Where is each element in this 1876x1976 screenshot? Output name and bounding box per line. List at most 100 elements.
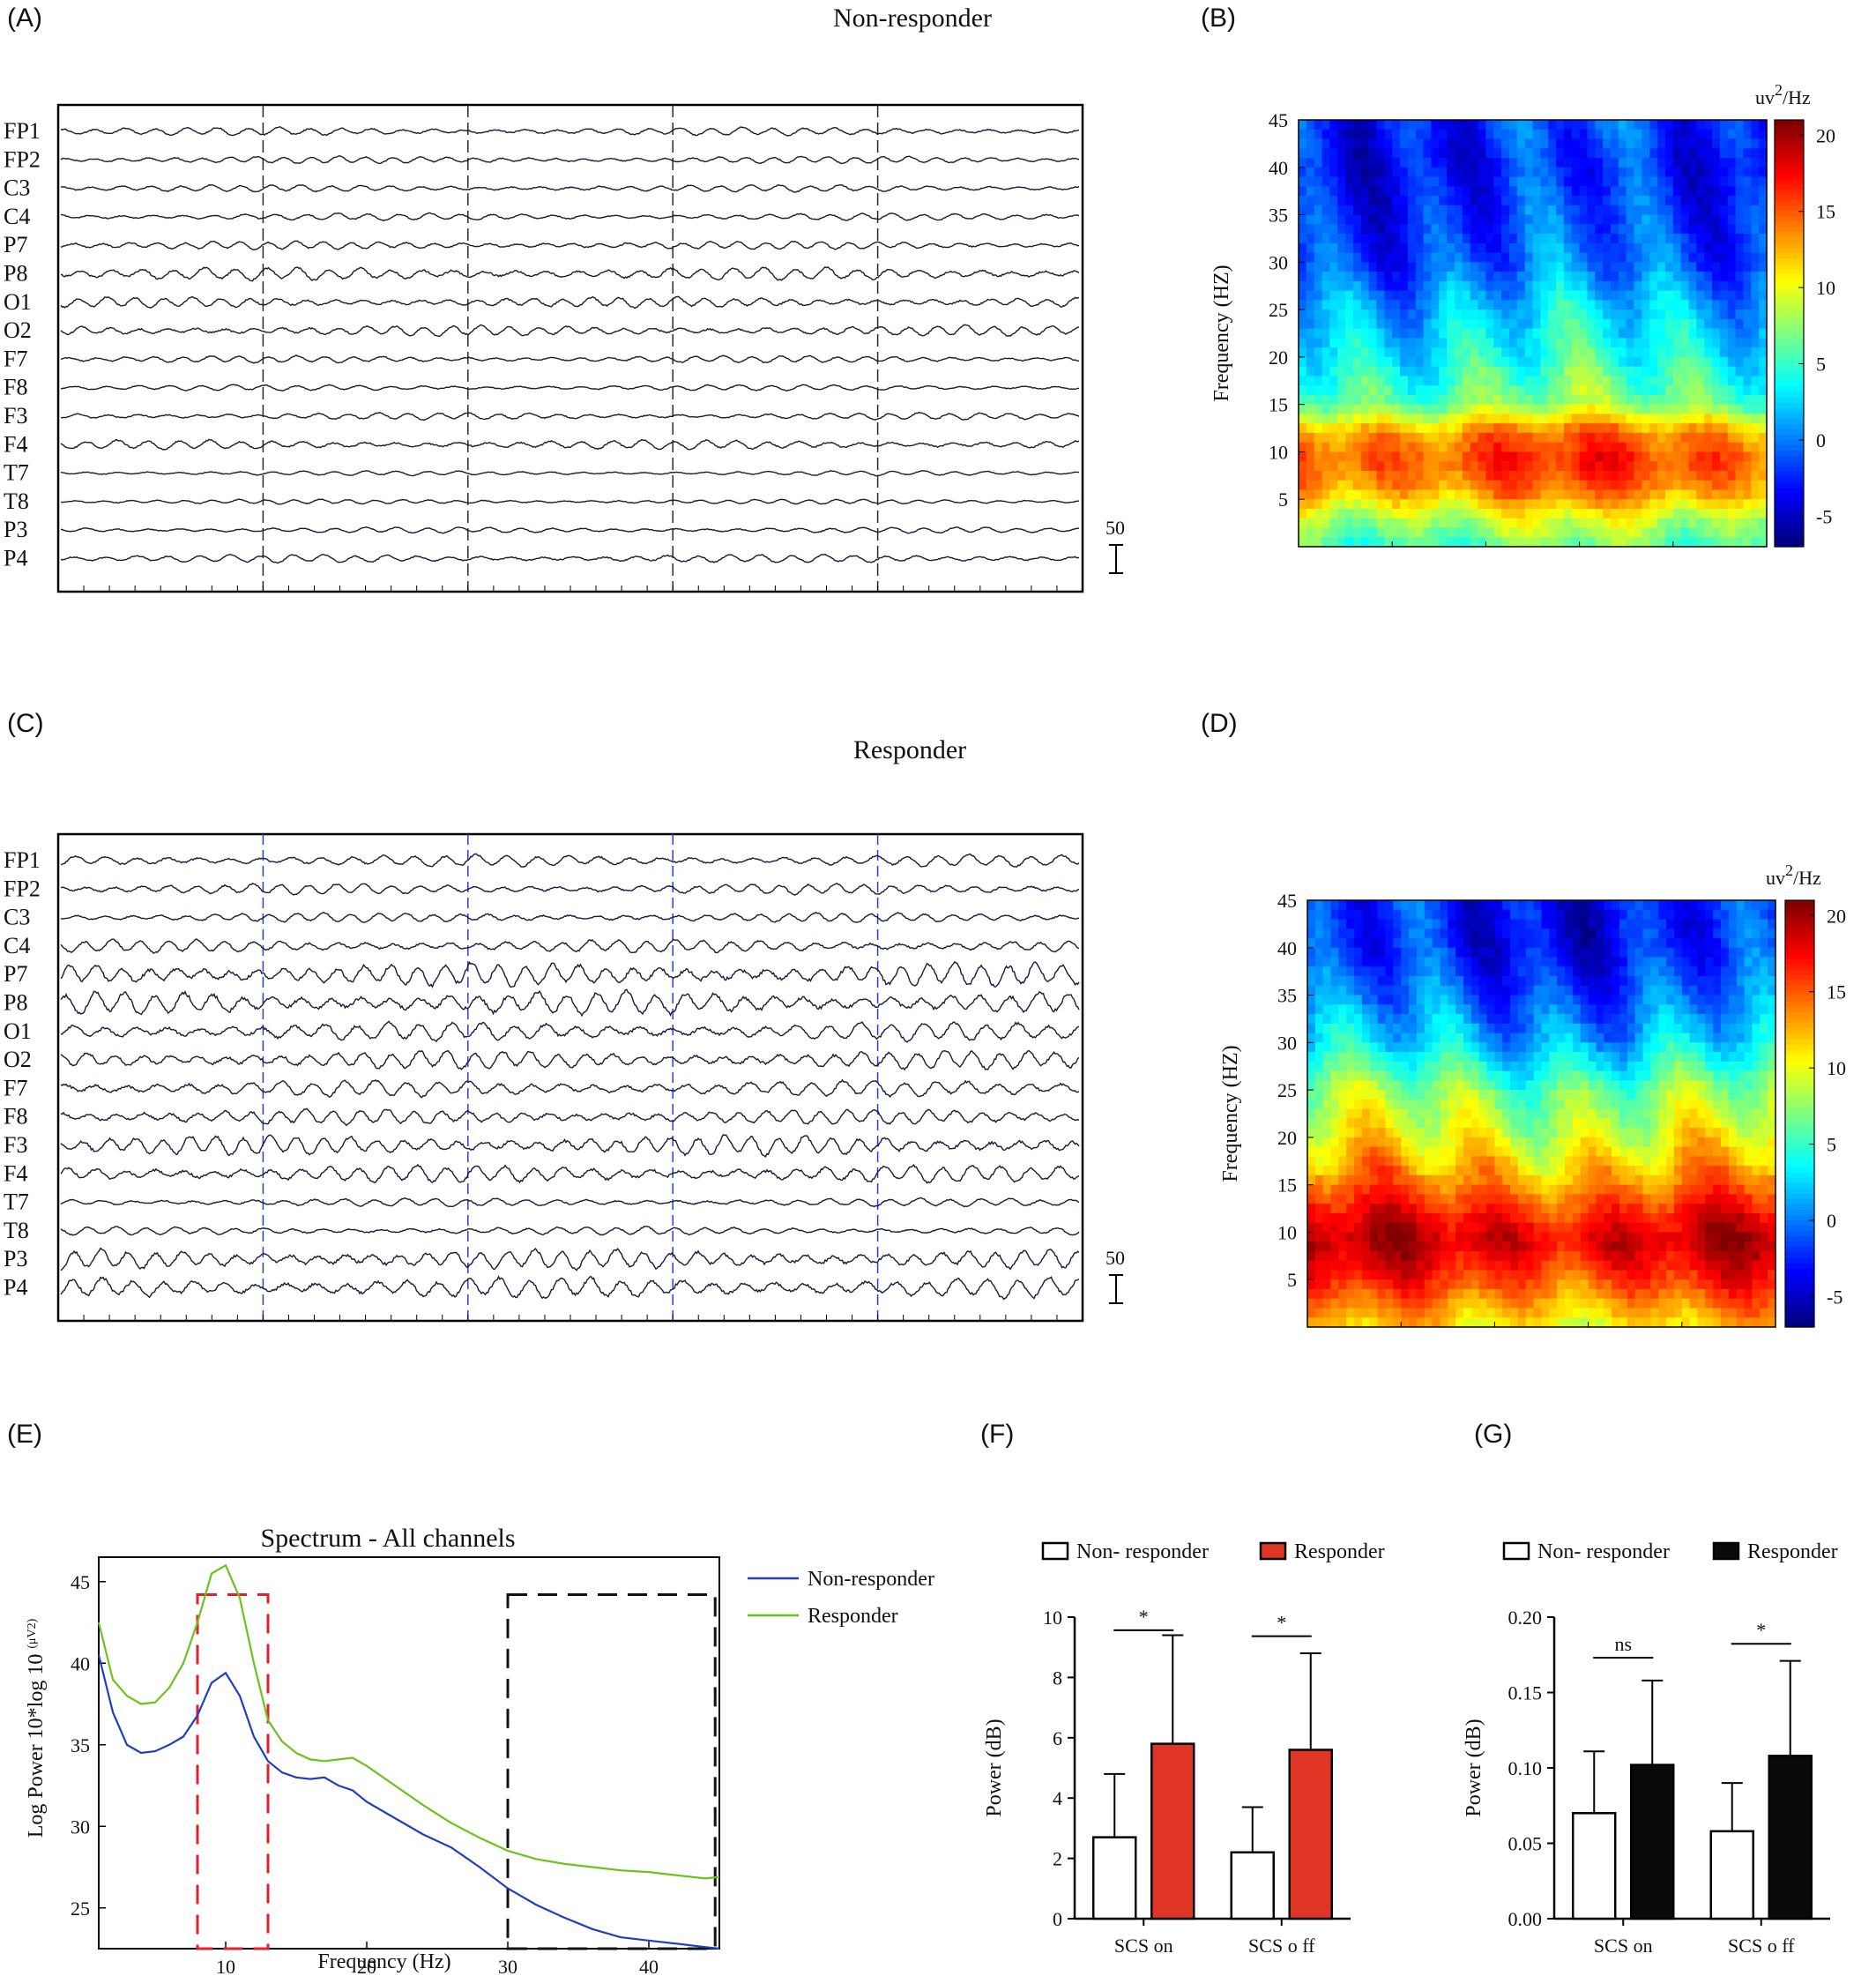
spectrogram-cell (1510, 1279, 1519, 1290)
spectrogram-cell (1416, 1260, 1426, 1271)
spectrogram-cell (1306, 499, 1315, 510)
spectrogram-cell (1619, 1052, 1628, 1063)
spectrogram-cell (1619, 1156, 1628, 1167)
spectrogram-cell (1448, 1204, 1456, 1214)
spectrogram-cell (1579, 300, 1589, 310)
spectrogram-cell (1572, 1108, 1582, 1119)
spectrogram-cell (1376, 394, 1385, 406)
spectrogram-cell (1634, 356, 1642, 368)
spectrogram-cell (1377, 1308, 1387, 1318)
spectrogram-cell (1524, 508, 1534, 519)
spectrogram-cell (1603, 309, 1612, 320)
spectrogram-cell (1743, 252, 1752, 263)
spectrogram-cell (1712, 158, 1721, 168)
spectrogram-cell (1369, 900, 1379, 911)
colorbar-segment (1775, 503, 1804, 511)
spectrogram-cell (1501, 224, 1510, 235)
spectrogram-cell (1642, 1194, 1651, 1204)
spectrogram-cell (1533, 1156, 1543, 1167)
spectrogram-cell (1533, 1232, 1543, 1242)
spectrogram-cell (1532, 328, 1541, 339)
spectrogram-cell (1759, 432, 1768, 444)
spectrogram-cell (1634, 1099, 1644, 1110)
spectrogram-cell (1384, 148, 1393, 159)
spectrogram-cell (1424, 900, 1433, 911)
spectrogram-cell (1409, 957, 1418, 967)
spectrogram-cell (1688, 138, 1697, 149)
spectrogram-cell (1440, 1090, 1448, 1100)
spectrogram-cell (1307, 1184, 1316, 1196)
spectrogram-cell (1525, 1070, 1535, 1081)
spectrogram-cell (1612, 1137, 1620, 1148)
spectrogram-cell (1557, 1014, 1566, 1025)
spectrogram-cell (1352, 242, 1362, 254)
spectrogram-cell (1346, 1242, 1355, 1252)
spectrogram-cell (1735, 489, 1745, 500)
spectrogram-cell (1432, 1260, 1441, 1271)
spectrogram-cell (1611, 470, 1619, 481)
spectrogram-cell (1712, 432, 1721, 444)
spectrogram-cell (1502, 957, 1511, 967)
spectrogram-cell (1478, 376, 1486, 386)
spectrogram-cell (1440, 1033, 1448, 1043)
colorbar-segment (1775, 306, 1804, 313)
spectrogram-cell (1338, 1232, 1347, 1242)
spectrogram-cell (1557, 938, 1566, 949)
colorbar-segment (1775, 205, 1804, 212)
spectrogram-cell (1448, 1250, 1456, 1262)
spectrogram-cell (1440, 938, 1448, 949)
spectrogram-cell (1299, 176, 1307, 187)
spectrogram-cell (1626, 328, 1635, 339)
spectrogram-cell (1604, 1099, 1612, 1110)
spectrogram-cell (1501, 489, 1510, 500)
spectrogram-cell (1532, 138, 1541, 149)
spectrogram-cell (1338, 1242, 1347, 1252)
spectrogram-cell (1672, 470, 1682, 481)
spectrogram-cell (1314, 1090, 1324, 1100)
spectrogram-cell (1588, 1052, 1597, 1063)
spectrogram-cell (1376, 272, 1385, 282)
spectrogram-cell (1619, 1090, 1628, 1100)
spectrogram-cell (1565, 1308, 1574, 1318)
spectrogram-cell (1557, 966, 1566, 977)
spectrogram-cell (1361, 919, 1371, 929)
spectrogram-cell (1369, 1174, 1379, 1186)
spectrogram-cell (1664, 423, 1674, 434)
spectrogram-cell (1440, 1004, 1448, 1015)
spectrogram-cell (1455, 214, 1463, 225)
spectrogram-cell (1735, 272, 1745, 282)
spectrogram-cell (1486, 1042, 1495, 1053)
spectrogram-cell (1502, 1108, 1511, 1119)
spectrogram-cell (1376, 442, 1385, 453)
spectrogram-cell (1572, 1270, 1582, 1280)
spectrogram-cell (1337, 470, 1346, 481)
spectrogram-cell (1368, 432, 1378, 444)
spectrogram-cell (1338, 1014, 1347, 1025)
spectrogram-cell (1604, 1279, 1612, 1290)
spectrogram-cell (1664, 508, 1674, 519)
spectrogram-cell (1400, 480, 1409, 491)
spectrogram-cell (1626, 451, 1635, 462)
spectrogram-cell (1735, 214, 1745, 225)
spectrogram-cell (1384, 186, 1393, 197)
spectrogram-cell (1368, 404, 1378, 415)
spectrogram-cell (1352, 499, 1362, 510)
spectrogram-cell (1532, 158, 1541, 168)
spectrogram-cell (1664, 242, 1674, 254)
spectrogram-cell (1704, 224, 1713, 235)
spectrogram-cell (1759, 234, 1768, 244)
spectrogram-cell (1376, 205, 1385, 216)
spectrogram-cell (1612, 1080, 1620, 1091)
spectrogram-cell (1587, 158, 1596, 168)
spectrogram-cell (1549, 957, 1558, 967)
spectrogram-cell (1626, 499, 1635, 510)
spectrogram-cell (1618, 451, 1627, 462)
spectrogram-cell (1596, 1166, 1604, 1176)
spectrogram-cell (1619, 1298, 1628, 1309)
spectrogram-cell (1565, 1279, 1574, 1290)
spectrogram-cell (1565, 1212, 1574, 1224)
spectrogram-cell (1470, 995, 1480, 1005)
spectrogram-cell (1587, 252, 1596, 263)
spectrogram-cell (1448, 1118, 1456, 1129)
spectrogram-cell (1494, 1279, 1503, 1290)
